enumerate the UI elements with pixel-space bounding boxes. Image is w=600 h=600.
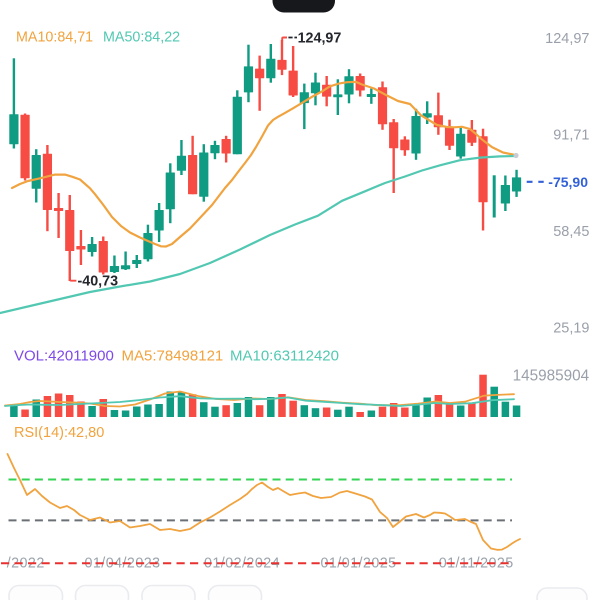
svg-text:VOL:42011900: VOL:42011900 [14, 347, 114, 364]
svg-text:-40,73: -40,73 [78, 273, 119, 289]
svg-text:145985904: 145985904 [513, 368, 590, 385]
svg-text:25,19: 25,19 [553, 320, 589, 336]
svg-text:MA10:84,71: MA10:84,71 [16, 30, 93, 46]
svg-text:MA5:78498121: MA5:78498121 [122, 347, 224, 364]
svg-text:/2022: /2022 [7, 555, 45, 571]
svg-text:RSI(14):42,80: RSI(14):42,80 [14, 425, 104, 441]
svg-text:91,71: 91,71 [553, 127, 589, 143]
svg-text:124,97: 124,97 [545, 31, 589, 47]
svg-text:MA50:84,22: MA50:84,22 [103, 30, 180, 46]
svg-text:MA10:63112420: MA10:63112420 [230, 347, 339, 364]
svg-text:01/04/2023: 01/04/2023 [84, 555, 160, 571]
svg-text:01/02/2024: 01/02/2024 [204, 555, 280, 571]
svg-text:-75,90: -75,90 [548, 174, 588, 190]
svg-text:124,97: 124,97 [298, 30, 342, 46]
svg-text:58,45: 58,45 [553, 224, 589, 240]
